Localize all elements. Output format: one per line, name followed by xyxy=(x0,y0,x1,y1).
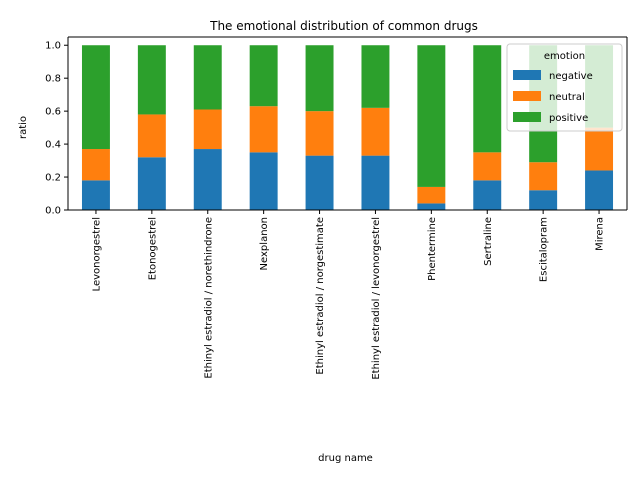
bar-neutral-6 xyxy=(417,186,446,204)
x-tick-label: Phentermine xyxy=(427,217,438,281)
bar-positive-4 xyxy=(305,45,334,112)
bar-negative-2 xyxy=(193,149,222,210)
x-tick-label: Levonorgestrel xyxy=(91,217,102,291)
bar-positive-2 xyxy=(193,45,222,110)
x-tick-label: Ethinyl estradiol / norgestimate xyxy=(315,217,326,375)
bar-positive-1 xyxy=(137,45,166,115)
y-tick-label: 0.6 xyxy=(45,107,61,118)
bar-neutral-5 xyxy=(361,107,390,156)
bar-negative-3 xyxy=(249,152,278,210)
legend-label-negative: negative xyxy=(549,71,593,82)
axes-group: 0.0 0.2 0.4 0.6 0.8 1.0 Levonorgestrel Etonoges… xyxy=(45,36,628,380)
bar-neutral-0 xyxy=(81,149,110,181)
legend-title: emotion xyxy=(544,51,585,62)
x-tick-label: Ethinyl estradiol / norethindrone xyxy=(203,217,214,379)
bar-negative-5 xyxy=(361,155,390,210)
legend-frame xyxy=(506,43,623,132)
bar-positive-0 xyxy=(81,45,110,150)
bar-positive-5 xyxy=(361,45,390,108)
bar-positive-6 xyxy=(417,45,446,187)
chart-title: The emotional distribution of common dru… xyxy=(209,19,478,33)
bar-neutral-8 xyxy=(529,162,558,191)
x-tick-label: Etonogestrel xyxy=(147,217,158,280)
x-axis-label: drug name xyxy=(318,453,373,464)
y-tick-label: 0.4 xyxy=(45,140,61,151)
bar-neutral-7 xyxy=(473,152,502,181)
x-tick-label: Nexplanon xyxy=(259,217,270,270)
bar-positive-7 xyxy=(473,45,502,153)
bar-negative-6 xyxy=(417,203,446,210)
bar-negative-9 xyxy=(585,170,614,210)
legend-label-positive: positive xyxy=(549,113,588,124)
y-tick-label: 0.0 xyxy=(45,206,61,217)
y-tick-label: 1.0 xyxy=(45,41,61,52)
bar-negative-4 xyxy=(305,155,334,210)
y-tick-label: 0.2 xyxy=(45,173,61,184)
legend: emotion negative neutral positive xyxy=(506,43,623,132)
x-tick-label: Ethinyl estradiol / levonorgestrel xyxy=(371,217,382,380)
bar-negative-1 xyxy=(137,157,166,210)
x-tick-label: Escitalopram xyxy=(539,217,550,282)
bar-negative-8 xyxy=(529,190,558,210)
bar-neutral-2 xyxy=(193,109,222,150)
bar-negative-7 xyxy=(473,180,502,210)
y-axis-label: ratio xyxy=(18,116,29,139)
legend-swatch-positive xyxy=(513,112,541,122)
x-tick-label: Sertraline xyxy=(483,217,494,266)
legend-swatch-neutral xyxy=(513,91,541,101)
y-tick-label: 0.8 xyxy=(45,74,61,85)
bar-neutral-3 xyxy=(249,106,278,153)
legend-swatch-negative xyxy=(513,70,541,80)
bar-neutral-9 xyxy=(585,127,614,171)
bar-negative-0 xyxy=(81,180,110,210)
bar-neutral-4 xyxy=(305,111,334,156)
x-tick-label: Mirena xyxy=(595,217,606,251)
bar-positive-3 xyxy=(249,45,278,107)
bar-neutral-1 xyxy=(137,114,166,158)
legend-label-neutral: neutral xyxy=(549,92,585,103)
